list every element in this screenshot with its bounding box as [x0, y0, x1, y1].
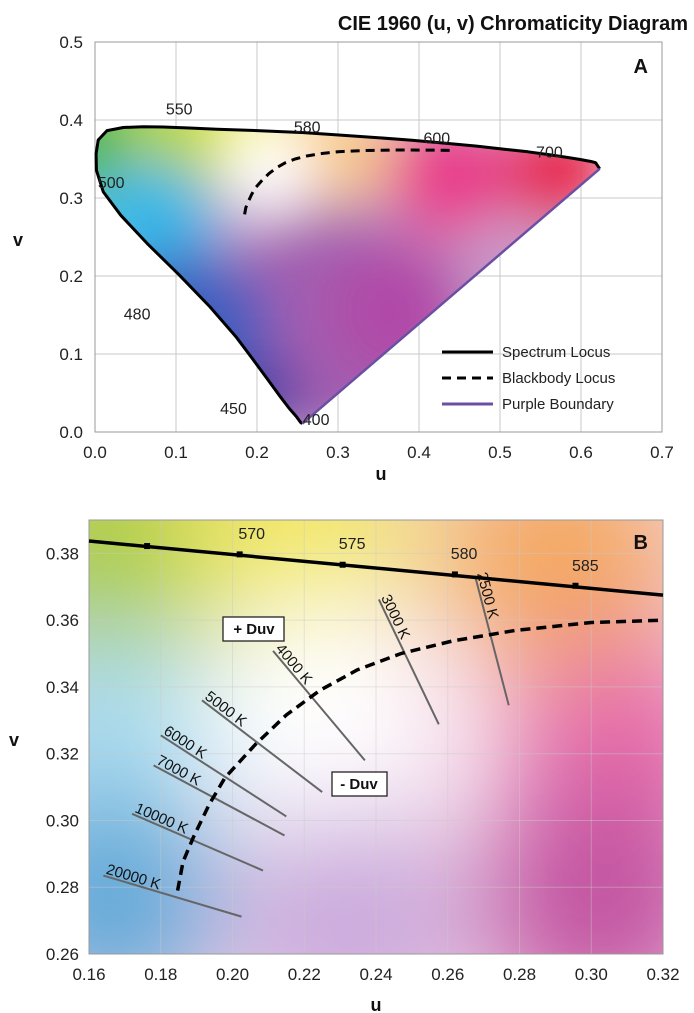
wavelength-marker	[144, 543, 151, 550]
panel-b-y-axis-label: v	[9, 730, 19, 750]
panel-a-x-tick-label: 0.6	[569, 443, 593, 462]
panel-a-y-tick-label: 0.1	[59, 345, 83, 364]
panel-b-x-tick-label: 0.16	[72, 965, 105, 984]
panel-b-y-tick-label: 0.38	[46, 544, 79, 563]
isotemperature-line	[160, 734, 287, 818]
isotemperature-line	[474, 575, 510, 706]
wavelength-label: 480	[124, 307, 151, 324]
panel-b-x-tick-label: 0.18	[144, 965, 177, 984]
panel-a-x-tick-label: 0.0	[83, 443, 107, 462]
wavelength-label: 700	[536, 144, 563, 161]
isotemperature-line	[377, 599, 440, 725]
panel-b-plot-frame	[88, 519, 664, 955]
plus-duv-label: + Duv	[222, 616, 285, 642]
panel-b: 0.16 0.18 0.20 0.22 0.24 0.26 0.28 0.30 0.32 0.26…	[9, 519, 680, 1013]
panel-b-x-tick-label: 0.32	[646, 965, 679, 984]
panel-a-x-tick-label: 0.5	[488, 443, 512, 462]
isotemperature-line	[131, 812, 264, 872]
panel-b-y-tick-label: 0.32	[46, 745, 79, 764]
panel-a-y-axis-label: v	[13, 230, 23, 250]
legend-item-spectrum-locus: Spectrum Locus	[442, 344, 610, 361]
wavelength-marker	[572, 582, 579, 589]
panel-b-y-tick-label: 0.34	[46, 678, 79, 697]
panel-b-y-tick-label: 0.36	[46, 611, 79, 630]
panel-b-x-tick-label: 0.20	[216, 965, 249, 984]
panel-b-x-tick-label: 0.28	[503, 965, 536, 984]
panel-b-y-tick-label: 0.30	[46, 811, 79, 830]
panel-a-series	[94, 125, 601, 425]
panel-a-y-tick-label: 0.5	[59, 33, 83, 52]
wavelength-label: 580	[294, 119, 321, 136]
panel-a: 0.0 0.1 0.2 0.3 0.4 0.5 0.6 0.7 0.0 0.1 0.2 0.3 0.4 0…	[13, 33, 674, 484]
panel-b-color-fill	[89, 520, 663, 954]
legend-item-purple-boundary: Purple Boundary	[442, 396, 614, 413]
panel-a-y-tick-label: 0.4	[59, 111, 83, 130]
panel-a-x-tick-label: 0.7	[650, 443, 674, 462]
wavelength-label: 550	[166, 102, 193, 119]
panel-a-x-tick-label: 0.4	[407, 443, 431, 462]
panel-a-x-axis-label: u	[376, 464, 387, 484]
panel-a-x-tick-label: 0.2	[245, 443, 269, 462]
wavelength-label-zoom: 575	[339, 536, 366, 553]
wavelength-marker	[451, 571, 458, 578]
wavelength-marker	[236, 551, 243, 558]
legend-label-spectrum-locus: Spectrum Locus	[502, 344, 610, 361]
panel-b-y-tick-label: 0.26	[46, 945, 79, 964]
panel-a-plot-frame	[94, 41, 663, 433]
legend-label-purple-boundary: Purple Boundary	[502, 396, 614, 413]
spectrum-locus-line	[94, 125, 601, 425]
panel-b-letter: B	[634, 532, 648, 554]
panel-a-x-tick-label: 0.1	[164, 443, 188, 462]
minus-duv-label: - Duv	[331, 771, 388, 797]
svg-text:- Duv: - Duv	[340, 776, 378, 793]
panel-b-x-tick-label: 0.24	[359, 965, 392, 984]
svg-text:+ Duv: + Duv	[233, 621, 275, 638]
isotemperature-line	[103, 874, 242, 918]
panel-a-letter: A	[634, 56, 648, 78]
legend-label-blackbody-locus: Blackbody Locus	[502, 370, 615, 387]
isotemperature-line	[272, 650, 366, 762]
legend: Spectrum Locus Blackbody Locus Purple Bo…	[442, 344, 615, 413]
panel-a-y-tick-label: 0.0	[59, 423, 83, 442]
panel-b-x-tick-label: 0.26	[431, 965, 464, 984]
panel-a-x-tick-label: 0.3	[326, 443, 350, 462]
wavelength-label: 450	[220, 401, 247, 418]
panel-a-y-tick-label: 0.2	[59, 267, 83, 286]
spectrum-locus-line-zoom	[88, 539, 664, 597]
wavelength-label: 600	[423, 130, 450, 147]
panel-a-wavelength-labels: 550 580 600 700 500 480 450 400	[98, 102, 563, 429]
chart-title: CIE 1960 (u, v) Chromaticity Diagram	[338, 13, 688, 35]
wavelength-label-zoom: 580	[451, 546, 478, 563]
panel-b-x-axis-label: u	[371, 995, 382, 1013]
panel-a-axes: 0.0 0.1 0.2 0.3 0.4 0.5 0.6 0.7 0.0 0.1 0.2 0.3 0.4 0…	[59, 33, 673, 462]
wavelength-label-zoom: 570	[238, 526, 265, 543]
isotemperature-line	[201, 699, 323, 793]
panel-a-y-tick-label: 0.3	[59, 189, 83, 208]
blackbody-locus-line-zoom	[175, 618, 664, 891]
wavelength-label-zoom: 585	[572, 558, 599, 575]
panel-b-x-tick-label: 0.30	[575, 965, 608, 984]
panel-b-axes: 0.16 0.18 0.20 0.22 0.24 0.26 0.28 0.30 0.32 0.26…	[46, 519, 680, 984]
legend-item-blackbody-locus: Blackbody Locus	[442, 370, 615, 387]
wavelength-marker	[339, 561, 346, 568]
blackbody-locus-line	[243, 148, 456, 215]
purple-boundary-line	[301, 167, 601, 425]
wavelength-label: 500	[98, 175, 125, 192]
wavelength-label: 400	[303, 412, 330, 429]
isotemperature-line	[153, 764, 285, 837]
panel-b-x-tick-label: 0.22	[288, 965, 321, 984]
panel-b-y-tick-label: 0.28	[46, 878, 79, 897]
